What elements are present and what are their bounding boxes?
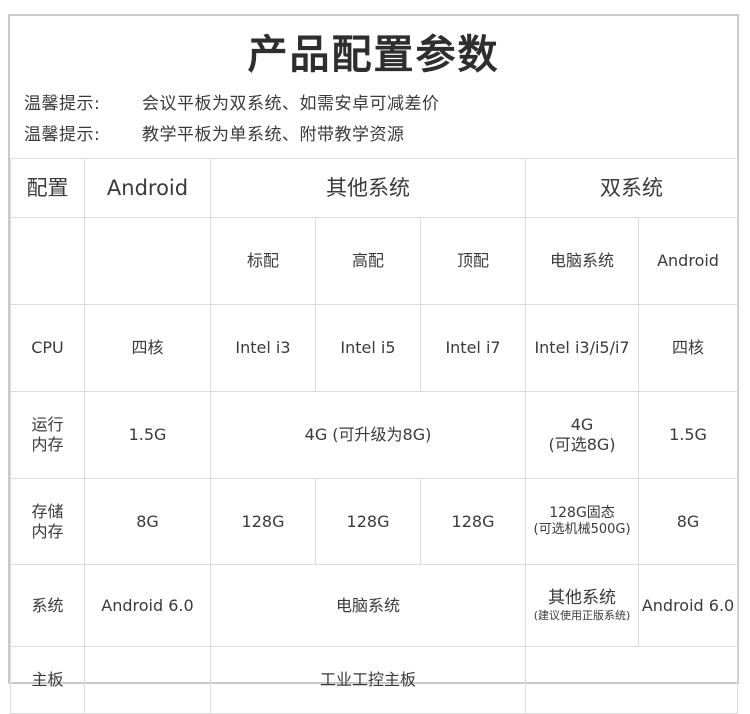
hint-list: 温馨提示: 会议平板为双系统、如需安卓可减差价 温馨提示: 教学平板为单系统、附… [10, 96, 737, 144]
cell-storage-dual-android: 8G [638, 478, 739, 565]
hint-row-1: 温馨提示: 会议平板为双系统、如需安卓可减差价 [24, 96, 737, 113]
cell-ram-android: 1.5G [84, 391, 211, 479]
header-cell-dual-system: 双系统 [525, 158, 739, 218]
table-row-storage: 存储 内存 8G 128G 128G 128G 128G固态 (可选机械500G… [10, 478, 739, 565]
cell-ram-dual-android: 1.5G [638, 391, 739, 479]
cell-storage-dual-pc-line1: 128G固态 [549, 504, 615, 521]
subheader-cell-top: 顶配 [419, 217, 527, 305]
row-label-ram: 运行 内存 [10, 391, 85, 479]
cell-storage-android: 8G [84, 478, 211, 565]
product-spec-page: 产品配置参数 温馨提示: 会议平板为双系统、如需安卓可减差价 温馨提示: 教学平… [8, 14, 739, 714]
header-cell-config: 配置 [10, 158, 85, 218]
content-frame: 产品配置参数 温馨提示: 会议平板为双系统、如需安卓可减差价 温馨提示: 教学平… [8, 14, 739, 714]
page-title: 产品配置参数 [247, 32, 500, 78]
cell-storage-dual-pc-line2: (可选机械500G) [533, 522, 631, 538]
cell-system-dual-android: Android 6.0 [638, 564, 739, 647]
table-row-system: 系统 Android 6.0 电脑系统 其他系统 (建议使用正版系统) Andr… [10, 564, 739, 647]
table-row-ram: 运行 内存 1.5G 4G (可升级为8G) 4G (可选8G) 1.5G [10, 391, 739, 479]
row-label-system: 系统 [10, 564, 85, 647]
cell-ram-other-merged: 4G (可升级为8G) [209, 391, 527, 479]
row-label-storage-line2: 内存 [31, 521, 64, 541]
cell-motherboard-dual-merged [525, 646, 739, 714]
subheader-cell-empty-config [10, 217, 85, 305]
cell-cpu-dual-pc: Intel i3/i5/i7 [525, 304, 640, 392]
header-cell-android: Android [84, 158, 211, 218]
cell-storage-high: 128G [315, 478, 421, 565]
subheader-cell-dual-android: Android [638, 217, 739, 305]
cell-storage-top: 128G [419, 478, 527, 565]
table-row-cpu: CPU 四核 Intel i3 Intel i5 Intel i7 Intel … [10, 304, 739, 392]
hint-text-2: 教学平板为单系统、附带教学资源 [142, 125, 405, 145]
cell-system-dual-pc-line2: (建议使用正版系统) [533, 609, 631, 623]
cell-cpu-standard: Intel i3 [210, 304, 316, 392]
cell-cpu-high: Intel i5 [315, 304, 421, 392]
spec-table: 配置 Android 其他系统 双系统 标配 高配 顶配 电脑系统 Androi… [10, 158, 739, 714]
hint-row-2: 温馨提示: 教学平板为单系统、附带教学资源 [24, 127, 737, 144]
cell-storage-dual-pc: 128G固态 (可选机械500G) [525, 478, 640, 565]
cell-system-dual-pc: 其他系统 (建议使用正版系统) [525, 564, 640, 647]
cell-system-other-merged: 电脑系统 [209, 564, 527, 647]
cell-cpu-android: 四核 [84, 304, 211, 392]
table-group-header-row: 配置 Android 其他系统 双系统 [10, 158, 739, 218]
row-label-cpu: CPU [10, 304, 85, 392]
hint-text-1: 会议平板为双系统、如需安卓可减差价 [142, 94, 440, 114]
table-sub-header-row: 标配 高配 顶配 电脑系统 Android [10, 217, 739, 305]
cell-system-dual-pc-line1: 其他系统 [548, 588, 617, 608]
row-label-ram-line1: 运行 [31, 415, 64, 434]
header-cell-other-system: 其他系统 [209, 158, 527, 218]
cell-storage-standard: 128G [210, 478, 316, 565]
cell-motherboard-android [84, 646, 211, 714]
subheader-cell-standard: 标配 [210, 217, 316, 305]
hint-label-1: 温馨提示: [24, 94, 101, 114]
row-label-ram-line2: 内存 [31, 435, 64, 454]
cell-motherboard-other-merged: 工业工控主板 [209, 646, 527, 714]
row-label-motherboard: 主板 [10, 646, 85, 714]
cell-system-android: Android 6.0 [84, 564, 211, 647]
row-label-storage-line1: 存储 [31, 501, 64, 521]
subheader-cell-empty-android [84, 217, 211, 305]
cell-ram-dual-pc-line2: (可选8G) [548, 435, 616, 454]
cell-ram-dual-pc-line1: 4G [570, 415, 594, 434]
row-label-storage: 存储 内存 [10, 478, 85, 565]
subheader-cell-pc-system: 电脑系统 [525, 217, 640, 305]
subheader-cell-high: 高配 [315, 217, 421, 305]
cell-cpu-dual-android: 四核 [638, 304, 739, 392]
table-row-motherboard: 主板 工业工控主板 [10, 646, 739, 714]
hint-label-2: 温馨提示: [24, 125, 101, 145]
cell-ram-dual-pc: 4G (可选8G) [525, 391, 640, 479]
cell-cpu-top: Intel i7 [419, 304, 527, 392]
